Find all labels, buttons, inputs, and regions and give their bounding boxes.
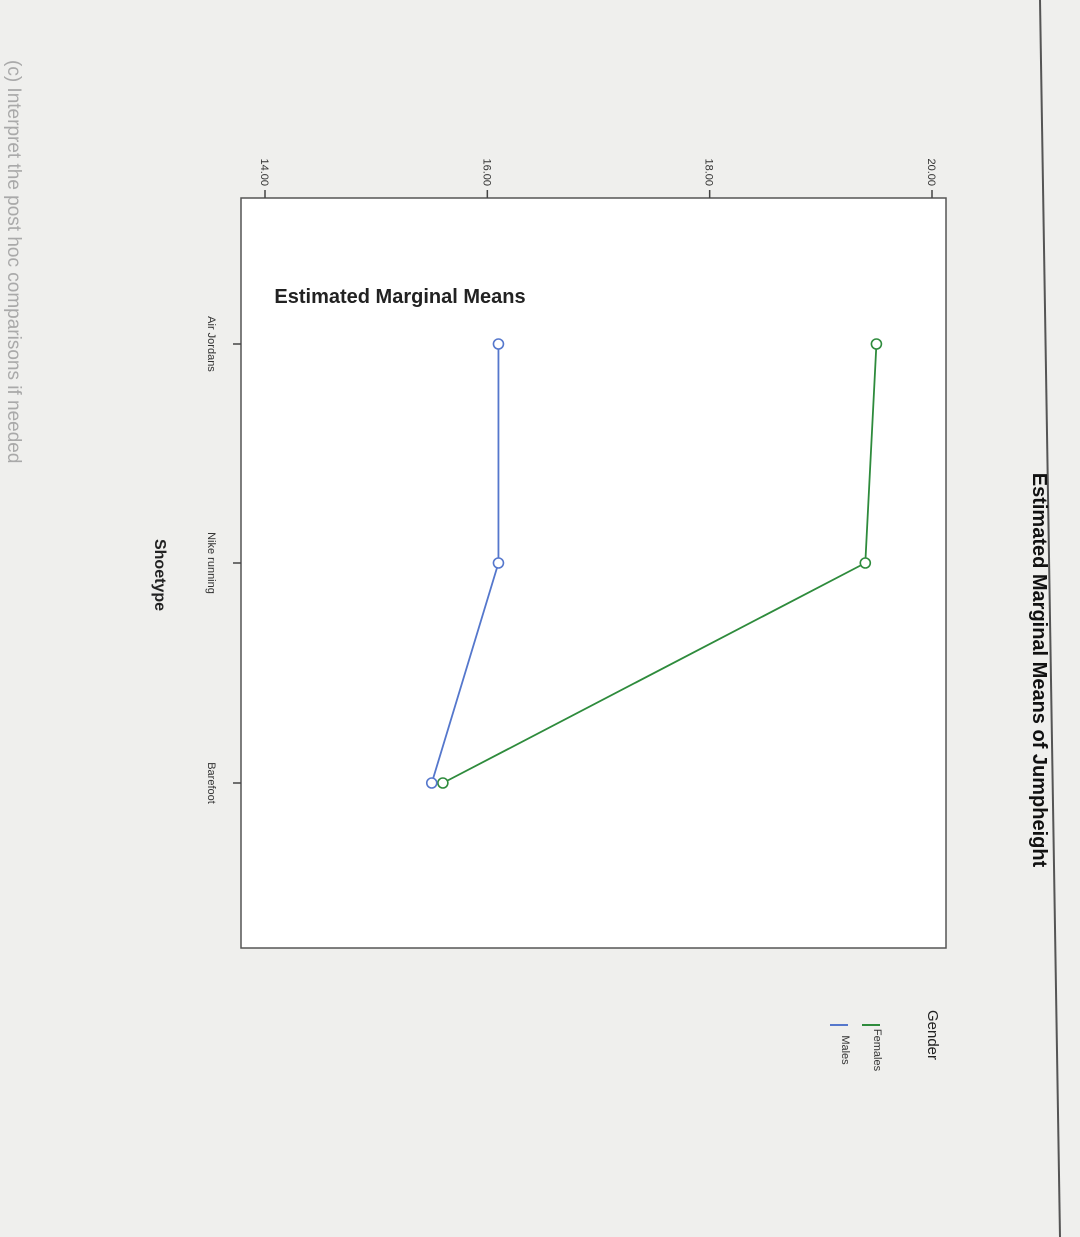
rotated-page: Estimated Marginal Means of Jumpheight E… — [3, 0, 1061, 1237]
point-females-2 — [437, 777, 449, 789]
y-tick-label-3: 20.00 — [925, 158, 937, 186]
x-tick-label-0: Air Jordans — [205, 316, 217, 372]
y-tick-label-1: 16.00 — [480, 158, 492, 186]
plot-frame — [240, 197, 947, 949]
y-tick-label-0: 14.00 — [258, 158, 270, 186]
y-ticks: 14.00 16.00 18.00 20.00 — [258, 158, 937, 198]
y-tick-label-2: 18.00 — [703, 158, 715, 186]
window-edge — [1039, 0, 1061, 1237]
prompt-text: (c) Interpret the post hoc comparisons i… — [3, 60, 24, 463]
legend-label-females: Females — [871, 1029, 883, 1072]
point-males-0 — [492, 338, 505, 350]
x-tick-label-1: Nike running — [205, 532, 217, 594]
point-females-0 — [870, 338, 883, 350]
y-axis-label: Estimated Marginal Means — [274, 286, 525, 308]
point-males-2 — [425, 777, 438, 789]
legend: Gender Females Males — [830, 1010, 941, 1072]
chart-title: Estimated Marginal Means of Jumpheight — [1028, 473, 1050, 868]
point-females-1 — [859, 557, 872, 569]
x-ticks: Air Jordans Nike running Barefoot — [205, 316, 241, 804]
point-males-1 — [492, 557, 505, 569]
x-tick-label-2: Barefoot — [205, 762, 217, 804]
legend-label-males: Males — [839, 1035, 851, 1065]
x-axis-label: Shoetype — [151, 539, 168, 611]
series-group — [425, 338, 883, 789]
legend-title: Gender — [924, 1010, 941, 1060]
